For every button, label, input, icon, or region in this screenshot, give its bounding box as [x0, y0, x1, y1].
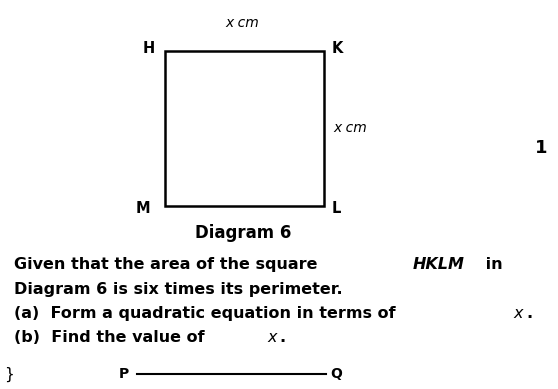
- Text: x cm: x cm: [334, 121, 367, 135]
- Text: Diagram 6: Diagram 6: [195, 224, 291, 242]
- Text: H: H: [143, 41, 155, 56]
- Text: in: in: [480, 257, 502, 272]
- Bar: [165, 51, 324, 206]
- Text: }: }: [4, 366, 14, 382]
- Text: Diagram 6 is six times its perimeter.: Diagram 6 is six times its perimeter.: [14, 282, 343, 296]
- Text: L: L: [332, 201, 341, 216]
- Text: Given that the area of the square: Given that the area of the square: [14, 257, 323, 272]
- Text: x cm: x cm: [226, 16, 259, 30]
- Text: M: M: [136, 201, 151, 216]
- Text: .: .: [280, 330, 286, 345]
- Text: P: P: [119, 367, 129, 381]
- Text: Q: Q: [330, 367, 342, 381]
- Text: x: x: [267, 330, 277, 345]
- Text: (b)  Find the value of: (b) Find the value of: [14, 330, 210, 345]
- Text: K: K: [331, 41, 343, 56]
- Text: (a)  Form a quadratic equation in terms of: (a) Form a quadratic equation in terms o…: [14, 306, 401, 321]
- Text: x: x: [513, 306, 523, 321]
- Text: .: .: [526, 306, 532, 321]
- Text: 1: 1: [535, 139, 547, 157]
- Text: HKLM: HKLM: [413, 257, 465, 272]
